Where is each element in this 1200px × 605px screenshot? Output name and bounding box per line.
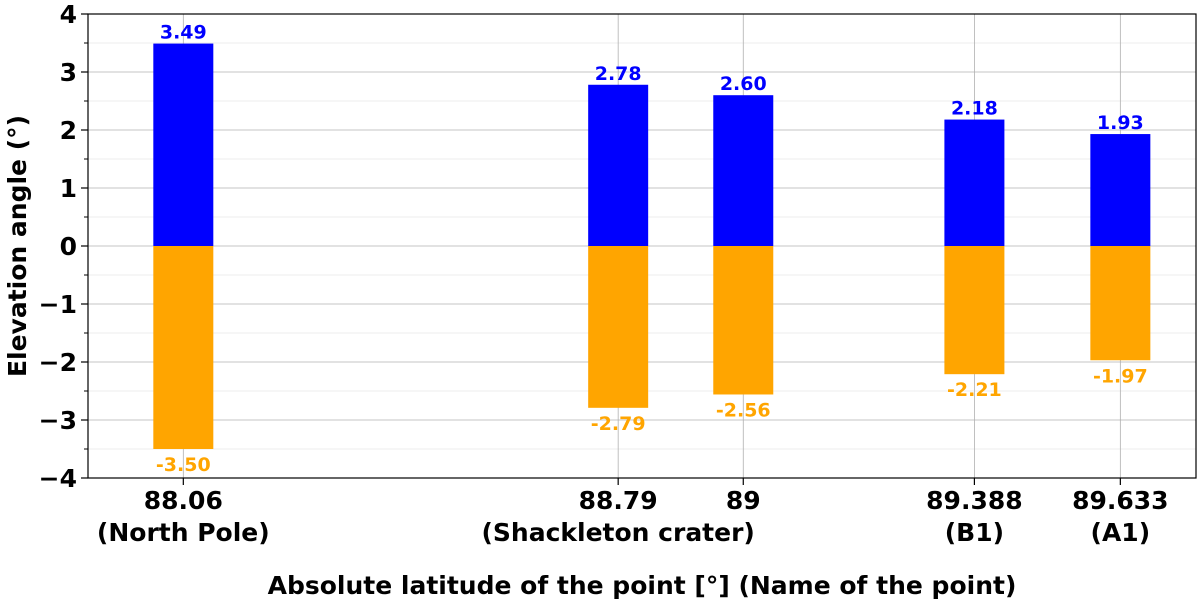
bar-lower-value-label: -1.97 <box>1093 365 1148 387</box>
x-axis-label: Absolute latitude of the point [°] (Name… <box>268 571 1017 600</box>
y-tick-label: 2 <box>60 116 77 145</box>
bar-lower <box>944 246 1005 375</box>
y-axis-label: Elevation angle (°) <box>3 115 32 377</box>
bar-upper-value-label: 2.78 <box>595 63 642 85</box>
x-tick-point-name: (A1) <box>1091 518 1151 547</box>
bar-upper-value-label: 1.93 <box>1097 112 1144 134</box>
x-tick-point-name: (B1) <box>945 518 1004 547</box>
bar-lower-value-label: -3.50 <box>156 454 211 476</box>
bars <box>153 43 1151 449</box>
y-tick-label: −3 <box>39 406 77 435</box>
x-tick-label: 89.388 <box>926 486 1022 515</box>
bar-lower <box>588 246 649 408</box>
bar-upper-value-label: 2.60 <box>720 73 767 95</box>
bar-lower <box>153 246 214 449</box>
bar-upper <box>1090 134 1151 246</box>
bar-lower-value-label: -2.21 <box>947 379 1002 401</box>
ticks <box>81 13 1121 485</box>
bar-lower <box>1090 246 1151 361</box>
bar-upper <box>944 119 1005 246</box>
bar-upper <box>713 95 774 246</box>
y-tick-label: −1 <box>39 290 77 319</box>
y-tick-label: 0 <box>60 232 77 261</box>
x-tick-label: 89 <box>726 486 761 515</box>
x-tick-label: 88.06 <box>144 486 223 515</box>
bar-lower-value-label: -2.56 <box>716 399 771 421</box>
bar-lower-value-label: -2.79 <box>591 413 646 435</box>
y-tick-label: −4 <box>39 464 77 493</box>
y-tick-label: 3 <box>60 58 77 87</box>
y-tick-label: −2 <box>39 348 77 377</box>
x-tick-label: 88.79 <box>579 486 658 515</box>
y-tick-label: 4 <box>60 0 77 29</box>
x-tick-label: 89.633 <box>1072 486 1168 515</box>
x-tick-point-name: (Shackleton crater) <box>481 518 754 547</box>
bar-upper-value-label: 2.18 <box>951 98 998 120</box>
y-tick-label: 1 <box>60 174 77 203</box>
bar-upper <box>588 84 649 246</box>
bar-upper <box>153 43 214 246</box>
labels: −4 −3 −2 −1 0 1 2 3 4 3.49 -3.50 88.06 (North Pole) 2… <box>39 0 1169 547</box>
x-tick-point-name: (North Pole) <box>97 518 270 547</box>
bar-lower <box>713 246 774 395</box>
bar-upper-value-label: 3.49 <box>160 22 207 44</box>
